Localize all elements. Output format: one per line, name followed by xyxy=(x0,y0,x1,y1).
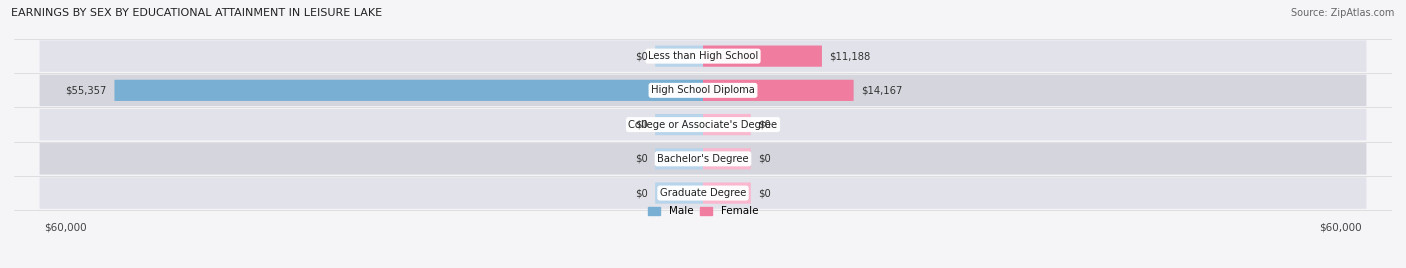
Legend: Male, Female: Male, Female xyxy=(648,206,758,217)
FancyBboxPatch shape xyxy=(703,46,823,67)
Text: College or Associate's Degree: College or Associate's Degree xyxy=(628,120,778,130)
Text: Bachelor's Degree: Bachelor's Degree xyxy=(657,154,749,164)
Text: $0: $0 xyxy=(634,51,648,61)
Text: $14,167: $14,167 xyxy=(862,85,903,95)
Text: $0: $0 xyxy=(634,188,648,198)
Text: EARNINGS BY SEX BY EDUCATIONAL ATTAINMENT IN LEISURE LAKE: EARNINGS BY SEX BY EDUCATIONAL ATTAINMEN… xyxy=(11,8,382,18)
Text: Source: ZipAtlas.com: Source: ZipAtlas.com xyxy=(1291,8,1395,18)
FancyBboxPatch shape xyxy=(703,148,751,169)
Text: $0: $0 xyxy=(758,188,772,198)
FancyBboxPatch shape xyxy=(114,80,703,101)
FancyBboxPatch shape xyxy=(39,177,1367,209)
FancyBboxPatch shape xyxy=(655,46,703,67)
FancyBboxPatch shape xyxy=(655,114,703,135)
Text: Graduate Degree: Graduate Degree xyxy=(659,188,747,198)
Text: $0: $0 xyxy=(758,120,772,130)
FancyBboxPatch shape xyxy=(39,143,1367,174)
Text: $0: $0 xyxy=(634,120,648,130)
FancyBboxPatch shape xyxy=(39,75,1367,106)
FancyBboxPatch shape xyxy=(655,148,703,169)
Text: $55,357: $55,357 xyxy=(66,85,107,95)
Text: Less than High School: Less than High School xyxy=(648,51,758,61)
FancyBboxPatch shape xyxy=(703,80,853,101)
Text: $0: $0 xyxy=(758,154,772,164)
Text: High School Diploma: High School Diploma xyxy=(651,85,755,95)
Text: $11,188: $11,188 xyxy=(830,51,870,61)
Text: $0: $0 xyxy=(634,154,648,164)
FancyBboxPatch shape xyxy=(655,183,703,204)
FancyBboxPatch shape xyxy=(703,183,751,204)
FancyBboxPatch shape xyxy=(703,114,751,135)
FancyBboxPatch shape xyxy=(39,109,1367,140)
FancyBboxPatch shape xyxy=(39,40,1367,72)
